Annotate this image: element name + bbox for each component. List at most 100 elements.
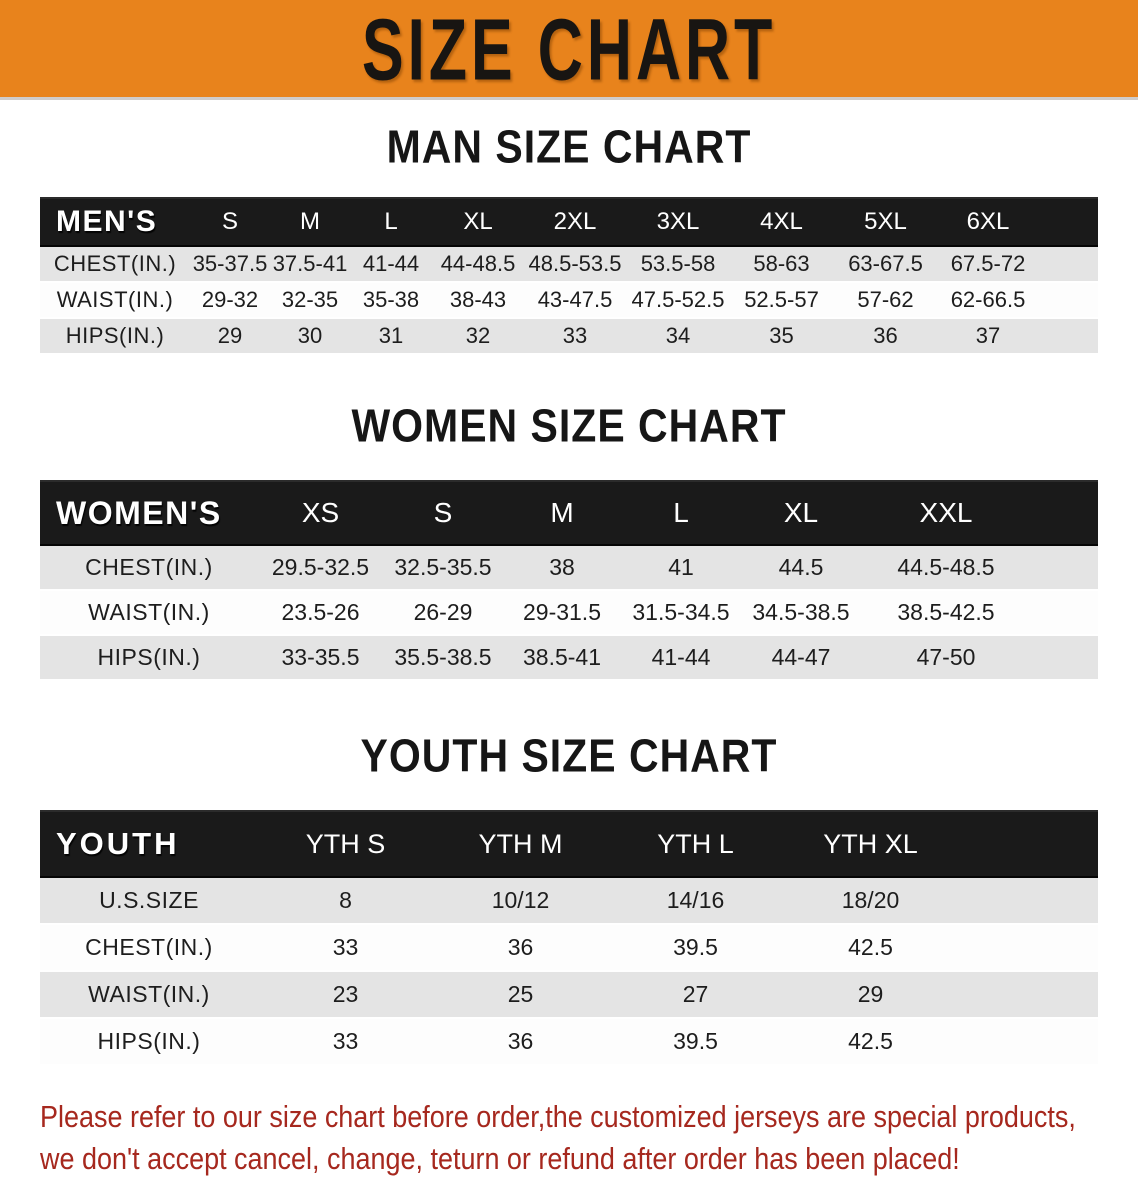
filler-cell [958,810,1098,878]
size-column-header: 5XL [833,197,938,247]
size-value-cell: 33-35.5 [258,636,383,681]
filler-cell [958,972,1098,1019]
measurement-label: U.S.SIZE [40,878,258,925]
table-row: CHEST(IN.) 33 36 39.5 42.5 [40,925,1098,972]
table-row: WAIST(IN.) 23.5-26 26-29 29-31.5 31.5-34.5 34… [40,591,1098,636]
size-value-cell: 63-67.5 [833,247,938,283]
size-column-header: YTH XL [783,810,958,878]
footer-line1: Please refer to our size chart before or… [40,1099,1076,1134]
measurement-label: HIPS(IN.) [40,1019,258,1066]
size-value-cell: 37 [938,319,1038,355]
size-value-cell: 29-32 [190,283,270,319]
size-column-header: M [270,197,350,247]
size-column-header: XL [741,480,861,546]
size-value-cell: 33 [258,925,433,972]
size-value-cell: 44-48.5 [432,247,524,283]
filler-cell [1031,636,1098,681]
size-table-header-row: MEN'S S M L XL 2XL 3XL 4XL 5XL 6XL [40,197,1098,247]
size-value-cell: 23.5-26 [258,591,383,636]
size-table-header-row: WOMEN'S XS S M L XL XXL [40,480,1098,546]
size-value-cell: 29 [190,319,270,355]
size-value-cell: 31 [350,319,432,355]
size-value-cell: 44.5 [741,546,861,591]
table-corner-label: WOMEN'S [40,480,258,546]
filler-cell [1038,247,1098,283]
filler-cell [1038,197,1098,247]
size-value-cell: 35-38 [350,283,432,319]
size-value-cell: 32.5-35.5 [383,546,503,591]
size-column-header: XXL [861,480,1031,546]
footer-note: Please refer to our size chart before or… [40,1096,1138,1180]
size-value-cell: 41-44 [621,636,741,681]
table-corner-label: YOUTH [40,810,258,878]
size-value-cell: 44.5-48.5 [861,546,1031,591]
size-value-cell: 62-66.5 [938,283,1038,319]
size-value-cell: 38 [503,546,621,591]
women-section-title-text: WOMEN SIZE CHART [351,400,787,452]
size-column-header: YTH L [608,810,783,878]
women-size-table: WOMEN'S XS S M L XL XXL CHEST(IN.) 29.5-32.5 32.5… [40,480,1098,681]
banner-title: SIZE CHART [361,0,777,98]
table-row: WAIST(IN.) 23 25 27 29 [40,972,1098,1019]
size-column-header: XL [432,197,524,247]
size-value-cell: 32 [432,319,524,355]
youth-size-table: YOUTH YTH S YTH M YTH L YTH XL U.S.SIZE 8 10/12… [40,810,1098,1066]
women-section-title: WOMEN SIZE CHART [0,400,1138,452]
size-value-cell: 33 [524,319,626,355]
size-value-cell: 29.5-32.5 [258,546,383,591]
size-column-header: YTH S [258,810,433,878]
size-value-cell: 42.5 [783,925,958,972]
table-row: WAIST(IN.) 29-32 32-35 35-38 38-43 43-47.5 47.… [40,283,1098,319]
size-column-header: M [503,480,621,546]
size-value-cell: 36 [833,319,938,355]
size-column-header: YTH M [433,810,608,878]
size-value-cell: 36 [433,1019,608,1066]
table-row: HIPS(IN.) 33-35.5 35.5-38.5 38.5-41 41-44 44-… [40,636,1098,681]
size-value-cell: 26-29 [383,591,503,636]
size-value-cell: 18/20 [783,878,958,925]
measurement-label: CHEST(IN.) [40,546,258,591]
measurement-label: CHEST(IN.) [40,247,190,283]
size-value-cell: 43-47.5 [524,283,626,319]
size-value-cell: 25 [433,972,608,1019]
table-row: U.S.SIZE 8 10/12 14/16 18/20 [40,878,1098,925]
size-column-header: 2XL [524,197,626,247]
size-value-cell: 27 [608,972,783,1019]
size-column-header: L [621,480,741,546]
size-value-cell: 37.5-41 [270,247,350,283]
size-value-cell: 32-35 [270,283,350,319]
size-value-cell: 35-37.5 [190,247,270,283]
size-value-cell: 47.5-52.5 [626,283,730,319]
size-table-header-row: YOUTH YTH S YTH M YTH L YTH XL [40,810,1098,878]
youth-section-title: YOUTH SIZE CHART [0,730,1138,782]
size-value-cell: 34.5-38.5 [741,591,861,636]
size-column-header: XS [258,480,383,546]
filler-cell [958,925,1098,972]
men-section-title-text: MAN SIZE CHART [386,121,752,173]
size-value-cell: 14/16 [608,878,783,925]
size-value-cell: 10/12 [433,878,608,925]
men-section-title: MAN SIZE CHART [0,121,1138,173]
size-value-cell: 52.5-57 [730,283,833,319]
size-value-cell: 48.5-53.5 [524,247,626,283]
size-value-cell: 34 [626,319,730,355]
size-value-cell: 41-44 [350,247,432,283]
table-corner-label: MEN'S [40,197,190,247]
size-value-cell: 31.5-34.5 [621,591,741,636]
filler-cell [1031,480,1098,546]
filler-cell [958,1019,1098,1066]
size-value-cell: 29 [783,972,958,1019]
size-column-header: 6XL [938,197,1038,247]
size-value-cell: 57-62 [833,283,938,319]
footer-line2: we don't accept cancel, change, teturn o… [40,1141,960,1176]
size-column-header: S [383,480,503,546]
size-value-cell: 42.5 [783,1019,958,1066]
men-size-table: MEN'S S M L XL 2XL 3XL 4XL 5XL 6XL CHEST(IN.) 35-37… [40,197,1098,355]
size-column-header: L [350,197,432,247]
filler-cell [1038,319,1098,355]
size-value-cell: 29-31.5 [503,591,621,636]
size-value-cell: 8 [258,878,433,925]
filler-cell [1031,591,1098,636]
size-column-header: S [190,197,270,247]
table-row: HIPS(IN.) 33 36 39.5 42.5 [40,1019,1098,1066]
